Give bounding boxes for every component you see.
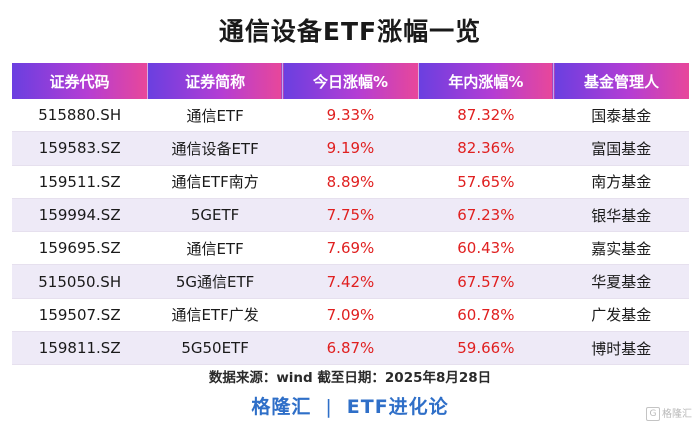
- etf-gain-table: 证券代码 证券简称 今日涨幅% 年内涨幅% 基金管理人 515880.SH 通信…: [12, 63, 689, 366]
- data-source-note: 数据来源：wind 截至日期：2025年8月28日: [208, 370, 492, 386]
- cell-name: 通信ETF南方: [147, 165, 283, 199]
- cell-name: 通信ETF: [147, 99, 283, 133]
- column-header-manager: 基金管理人: [553, 63, 689, 99]
- watermark-logo-icon: G: [646, 407, 660, 421]
- table-row: 515050.SH 5G通信ETF 7.42% 67.57% 华夏基金: [12, 264, 689, 299]
- brand-footer: 格隆汇 | ETF进化论: [0, 392, 700, 419]
- cell-today-gain: 7.42%: [282, 264, 419, 299]
- cell-manager: 华夏基金: [553, 264, 689, 299]
- cell-manager: 银华基金: [553, 198, 689, 233]
- table-row: 159507.SZ 通信ETF广发 7.09% 60.78% 广发基金: [12, 298, 689, 333]
- cell-today-gain: 7.09%: [282, 298, 419, 333]
- column-header-ytd-gain: 年内涨幅%: [417, 63, 554, 99]
- watermark-text: 格隆汇: [662, 409, 692, 420]
- cell-manager: 富国基金: [553, 131, 689, 166]
- cell-code: 159583.SZ: [12, 131, 148, 166]
- table-row: 159583.SZ 通信设备ETF 9.19% 82.36% 富国基金: [12, 131, 689, 166]
- table-row: 159811.SZ 5G50ETF 6.87% 59.66% 博时基金: [12, 331, 689, 366]
- table-row: 159511.SZ 通信ETF南方 8.89% 57.65% 南方基金: [12, 165, 689, 199]
- table-row: 159695.SZ 通信ETF 7.69% 60.43% 嘉实基金: [12, 231, 689, 266]
- cell-name: 5G通信ETF: [147, 264, 283, 299]
- cell-today-gain: 7.75%: [282, 198, 419, 233]
- cell-code: 515880.SH: [12, 99, 148, 133]
- cell-code: 159994.SZ: [12, 198, 148, 233]
- cell-code: 515050.SH: [12, 264, 148, 299]
- column-header-name: 证券简称: [146, 63, 283, 99]
- cell-ytd-gain: 87.32%: [418, 99, 554, 133]
- page-title: 通信设备ETF涨幅一览: [218, 17, 482, 46]
- cell-manager: 南方基金: [553, 165, 689, 199]
- table-row: 515880.SH 通信ETF 9.33% 87.32% 国泰基金: [12, 99, 689, 133]
- cell-name: 5GETF: [147, 198, 283, 233]
- cell-ytd-gain: 59.66%: [418, 331, 554, 366]
- cell-manager: 博时基金: [553, 331, 689, 366]
- brand-name: 格隆汇: [251, 396, 312, 418]
- cell-code: 159695.SZ: [12, 231, 148, 266]
- column-header-today-gain: 今日涨幅%: [282, 63, 419, 99]
- brand-separator: |: [325, 396, 333, 418]
- watermark: G 格隆汇: [646, 405, 692, 421]
- cell-name: 通信设备ETF: [147, 131, 283, 166]
- cell-code: 159511.SZ: [12, 165, 148, 199]
- cell-manager: 国泰基金: [553, 99, 689, 133]
- cell-today-gain: 8.89%: [282, 165, 419, 199]
- cell-manager: 广发基金: [553, 298, 689, 333]
- table-row: 159994.SZ 5GETF 7.75% 67.23% 银华基金: [12, 198, 689, 233]
- cell-today-gain: 9.33%: [282, 99, 419, 133]
- cell-manager: 嘉实基金: [553, 231, 689, 266]
- cell-ytd-gain: 82.36%: [418, 131, 554, 166]
- cell-name: 通信ETF广发: [147, 298, 283, 333]
- cell-ytd-gain: 60.43%: [418, 231, 554, 266]
- brand-column-name: ETF进化论: [346, 396, 449, 418]
- cell-code: 159811.SZ: [12, 331, 148, 366]
- cell-name: 5G50ETF: [147, 331, 283, 366]
- cell-ytd-gain: 60.78%: [418, 298, 554, 333]
- column-header-code: 证券代码: [12, 63, 148, 99]
- cell-today-gain: 6.87%: [282, 331, 419, 366]
- table-header-row: 证券代码 证券简称 今日涨幅% 年内涨幅% 基金管理人: [12, 63, 689, 99]
- cell-name: 通信ETF: [147, 231, 283, 266]
- cell-today-gain: 7.69%: [282, 231, 419, 266]
- cell-ytd-gain: 57.65%: [418, 165, 554, 199]
- cell-ytd-gain: 67.23%: [418, 198, 554, 233]
- cell-ytd-gain: 67.57%: [418, 264, 554, 299]
- cell-code: 159507.SZ: [12, 298, 148, 333]
- cell-today-gain: 9.19%: [282, 131, 419, 166]
